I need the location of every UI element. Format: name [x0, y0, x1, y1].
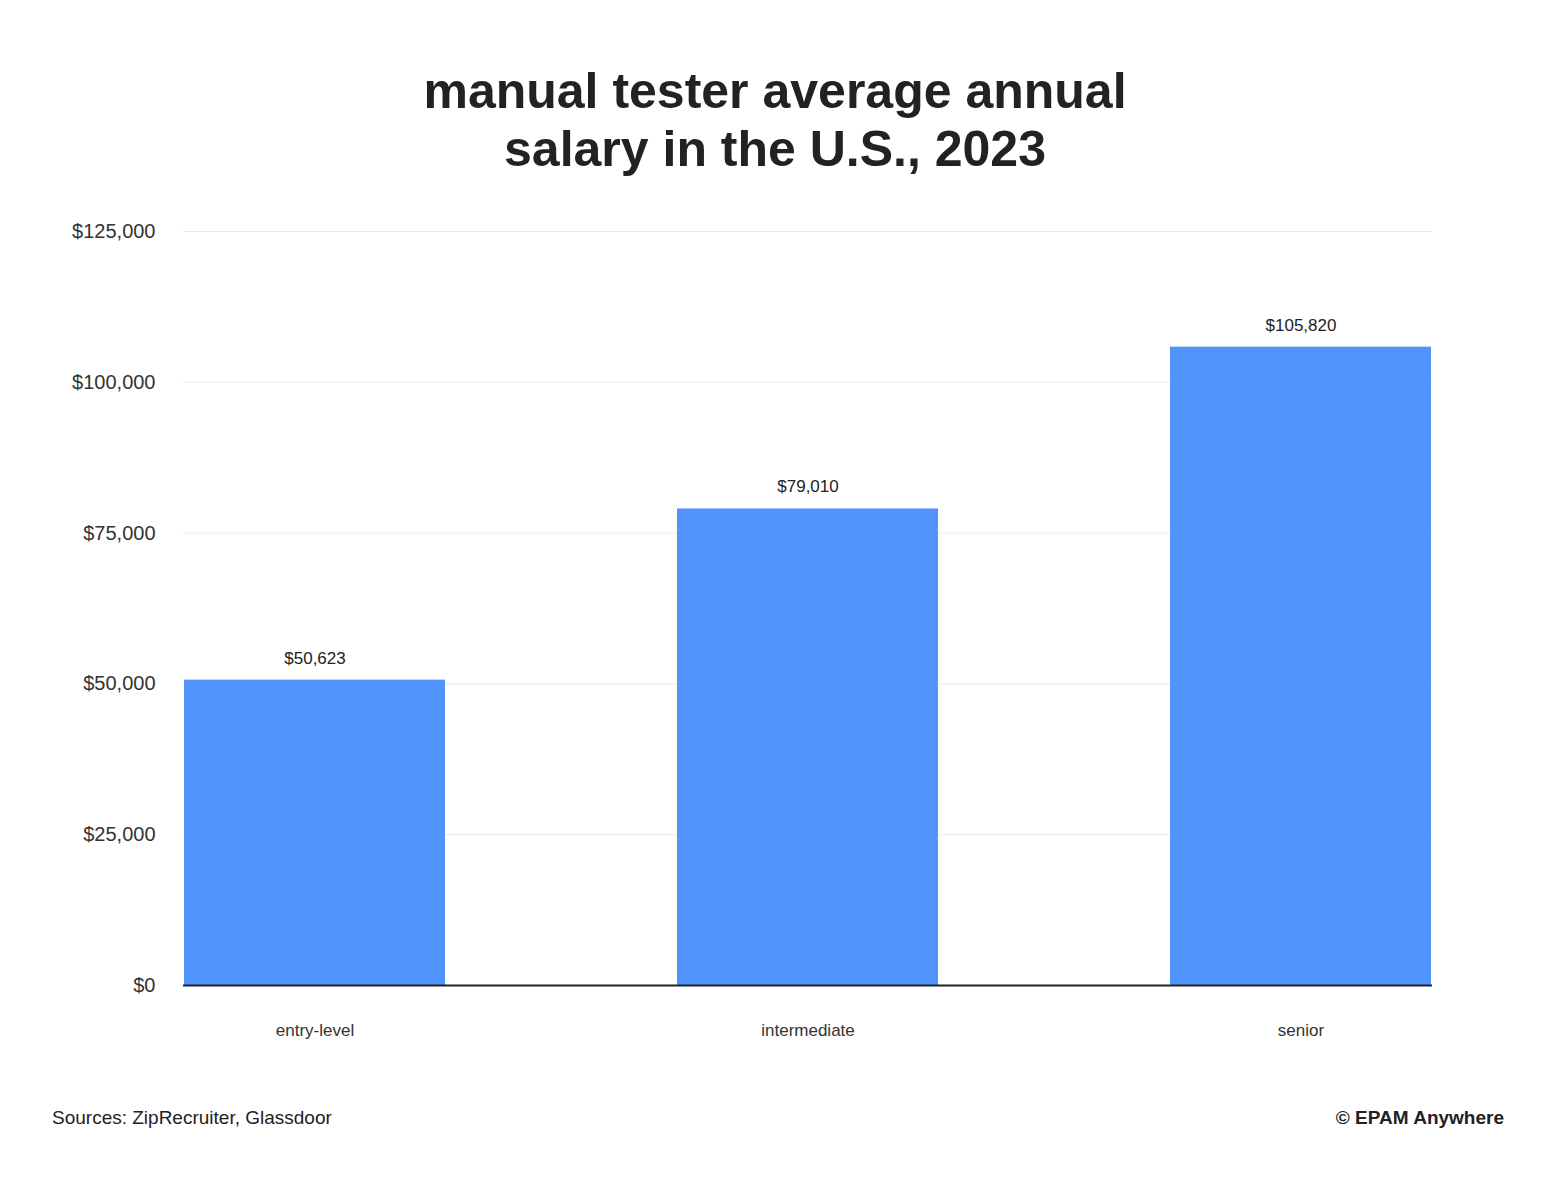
svg-text:entry-level: entry-level	[276, 1021, 354, 1040]
svg-text:$100,000: $100,000	[72, 371, 155, 393]
svg-text:$79,010: $79,010	[777, 477, 838, 496]
svg-text:$125,000: $125,000	[72, 220, 155, 242]
svg-text:$50,623: $50,623	[284, 649, 345, 668]
svg-text:$25,000: $25,000	[83, 823, 155, 845]
html-text:© EPAM Anywhere: © EPAM Anywhere	[1335, 1107, 1504, 1128]
html-text:Sources: ZipRecruiter, Glassdo: Sources: ZipRecruiter, Glassdoor	[52, 1107, 332, 1128]
svg-text:$105,820: $105,820	[1266, 316, 1337, 335]
html-text:manual tester average annual s: manual tester average annual salary in t…	[423, 63, 1127, 177]
svg-text:senior: senior	[1278, 1021, 1325, 1040]
svg-text:$0: $0	[133, 974, 155, 996]
svg-text:intermediate: intermediate	[761, 1021, 855, 1040]
svg-text:$75,000: $75,000	[83, 522, 155, 544]
svg-text:$50,000: $50,000	[83, 672, 155, 694]
